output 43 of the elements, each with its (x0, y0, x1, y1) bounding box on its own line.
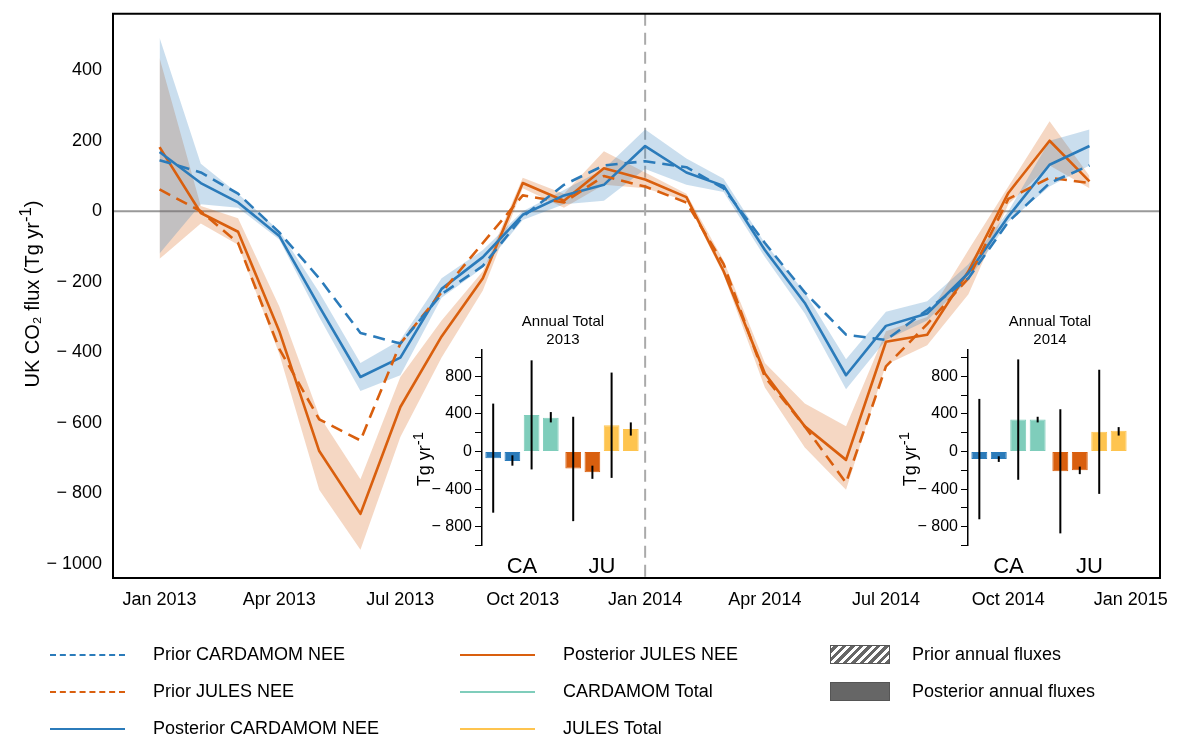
x-tick-label: Oct 2014 (971, 588, 1045, 609)
y-tick-label: 400 (71, 59, 102, 80)
x-tick-label: Jul 2014 (851, 588, 920, 609)
y-tick-label: 0 (949, 441, 959, 459)
y-tick-label: 0 (91, 200, 102, 221)
chart-title: Annual Total (520, 312, 606, 330)
y-tick-label: − 200 (56, 270, 102, 291)
chart-subtitle: 2014 (1032, 330, 1068, 348)
chart-title: Annual Total (1007, 312, 1093, 330)
y-tick-label: 800 (445, 366, 473, 384)
y-tick-label: 400 (445, 404, 473, 422)
y-tick-label: 0 (463, 441, 473, 459)
x-tick-label: JU (1076, 552, 1103, 578)
x-tick-label: Apr 2014 (728, 588, 802, 609)
x-tick-label: Jul 2013 (366, 588, 435, 609)
text: JULES Total (563, 718, 662, 739)
y-tick-label: − 400 (431, 479, 473, 497)
x-tick-label: Jan 2013 (122, 588, 197, 609)
x-tick-label: Jan 2014 (608, 588, 683, 609)
legend-label: Prior JULES NEE (153, 681, 295, 702)
text: Posterior annual fluxes (912, 681, 1096, 702)
text: CARDAMOM Total (563, 681, 713, 702)
y-tick-label: − 400 (917, 479, 959, 497)
legend-label: Posterior JULES NEE (563, 644, 739, 665)
y-tick-label: − 1000 (46, 552, 102, 573)
y-tick-label: − 600 (56, 411, 102, 432)
legend-label: Posterior CARDAMOM NEE (153, 718, 380, 739)
y-tick-label: − 400 (56, 341, 102, 362)
y-tick-label: − 800 (56, 482, 102, 503)
x-tick-label: CA (506, 552, 538, 578)
x-tick-label: Jan 2015 (1093, 588, 1168, 609)
y-tick-label: − 800 (431, 517, 473, 535)
x-tick-label: Apr 2013 (242, 588, 316, 609)
x-tick-label: Oct 2013 (486, 588, 560, 609)
y-tick-label: 200 (71, 129, 102, 150)
y-tick-label: − 800 (917, 517, 959, 535)
y-tick-label: 800 (931, 366, 959, 384)
y-tick-label: 400 (931, 404, 959, 422)
legend-label: Prior CARDAMOM NEE (153, 644, 346, 665)
x-tick-label: JU (588, 552, 616, 578)
x-tick-label: CA (993, 552, 1025, 578)
chart-subtitle: 2013 (545, 330, 581, 348)
legend-label: Prior annual fluxes (912, 644, 1062, 665)
